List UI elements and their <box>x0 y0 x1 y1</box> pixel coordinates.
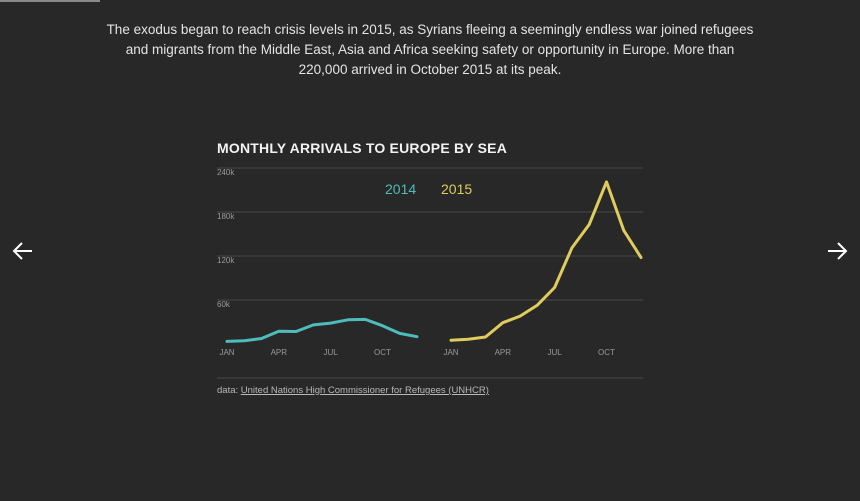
x-tick-label: JAN <box>219 348 234 357</box>
source-note: data: United Nations High Commissioner f… <box>217 385 489 396</box>
chart-title: MONTHLY ARRIVALS TO EUROPE BY SEA <box>217 140 508 156</box>
y-tick-label: 180k <box>217 212 235 221</box>
progress-bar <box>0 0 100 2</box>
y-tick-label: 60k <box>217 300 231 309</box>
source-prefix: data: <box>217 385 241 396</box>
x-tick-label: JUL <box>548 348 563 357</box>
series-line-2015 <box>449 180 643 342</box>
series-label-2014: 2014 <box>385 181 416 197</box>
x-tick-label: JAN <box>443 348 458 357</box>
arrow-right-icon <box>828 242 848 260</box>
series-line-2014 <box>225 317 419 343</box>
x-tick-label: APR <box>495 348 512 357</box>
series-label-2015: 2015 <box>441 181 472 197</box>
x-tick-label: OCT <box>598 348 615 357</box>
source-link[interactable]: United Nations High Commissioner for Ref… <box>240 385 489 396</box>
intro-text: The exodus began to reach crisis levels … <box>106 22 754 77</box>
x-tick-label: APR <box>271 348 288 357</box>
arrivals-chart: 60k 120k 180k 240k 2014 JAN APR JUL OCT 2015 JAN AP… <box>217 167 643 379</box>
x-tick-label: OCT <box>374 348 391 357</box>
y-tick-label: 240k <box>217 168 235 177</box>
arrow-left-icon <box>12 242 32 260</box>
y-tick-label: 120k <box>217 256 235 265</box>
previous-slide-button[interactable] <box>10 238 36 264</box>
next-slide-button[interactable] <box>824 238 850 264</box>
x-tick-label: JUL <box>324 348 339 357</box>
